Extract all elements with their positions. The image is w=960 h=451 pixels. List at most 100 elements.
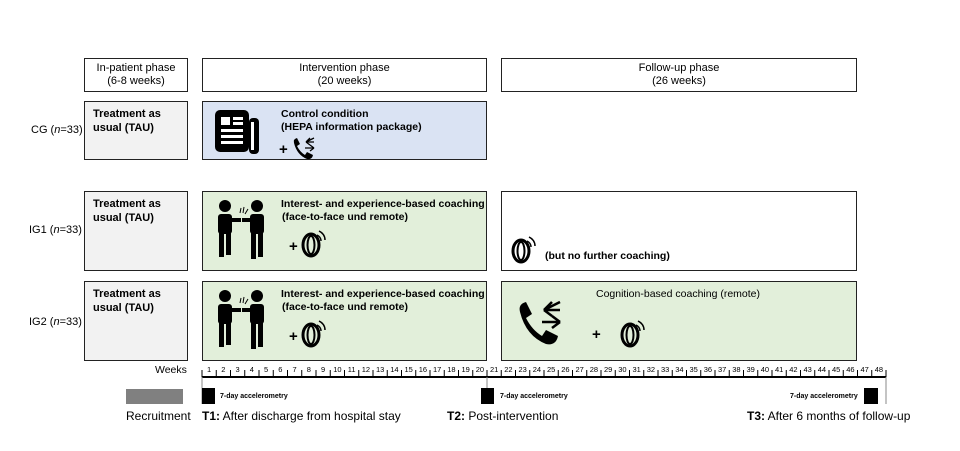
t2-accelerometry-marker [481, 388, 494, 404]
ig2-followup-box: Cognition-based coaching (remote) + [501, 281, 857, 361]
t1-accelerometry-marker [202, 388, 215, 404]
week-label: 23 [518, 365, 527, 374]
week-label: 14 [390, 365, 399, 374]
week-label: 33 [660, 365, 670, 374]
t1-label: T1: After discharge from hospital stay [202, 409, 401, 423]
group-label-cg: CG (n=33) [31, 124, 83, 136]
plus-sign: + [289, 328, 298, 345]
wearable-ring-icon [301, 230, 326, 258]
group-label-ig2: IG2 (n=33) [29, 316, 82, 328]
tau-box-cg: Treatment as usual (TAU) [84, 101, 188, 160]
recruitment-bar [126, 389, 183, 404]
plus-sign: + [592, 326, 601, 343]
week-label: 41 [774, 365, 784, 374]
intervention-subtitle: (HEPA information package) [281, 121, 422, 133]
wearable-ring-icon [511, 236, 536, 264]
intervention-title: Control condition [281, 108, 369, 120]
week-label: 47 [860, 365, 869, 374]
t2-accelerometry-label: 7-day accelerometry [500, 393, 568, 400]
week-label: 8 [306, 365, 311, 374]
followup-text: (but no further coaching) [545, 250, 670, 262]
newspaper-icon [215, 110, 259, 154]
week-label: 46 [846, 365, 855, 374]
week-label: 3 [235, 365, 240, 374]
week-label: 19 [461, 365, 470, 374]
week-label: 22 [504, 365, 513, 374]
wearable-ring-icon [620, 320, 645, 348]
week-label: 28 [589, 365, 599, 374]
week-label: 40 [760, 365, 770, 374]
t3-label: T3: After 6 months of follow-up [747, 409, 911, 423]
week-label: 17 [432, 365, 442, 374]
ig1-followup-box: (but no further coaching) [501, 191, 857, 271]
phase-title: In-patient phase [96, 62, 176, 74]
t1-accelerometry-label: 7-day accelerometry [220, 393, 288, 400]
ig1-intervention-box: Interest- and experience-based coaching … [202, 191, 487, 271]
week-label: 26 [561, 365, 570, 374]
week-label: 31 [632, 365, 641, 374]
tau-box-ig1: Treatment as usual (TAU) [84, 191, 188, 271]
week-label: 39 [746, 365, 755, 374]
phase-duration: (26 weeks) [652, 75, 706, 87]
ig2-intervention-box: Interest- and experience-based coaching … [202, 281, 487, 361]
week-label: 1 [207, 365, 212, 374]
week-label: 13 [375, 365, 385, 374]
intervention-title: Interest- and experience-based coaching [281, 198, 485, 210]
phase-followup: Follow-up phase (26 weeks) [501, 58, 857, 92]
phone-icon [519, 300, 561, 345]
t2-label: T2: Post-intervention [447, 409, 559, 423]
week-label: 21 [489, 365, 499, 374]
intervention-subtitle: (face-to-face und remote) [282, 211, 409, 223]
control-condition-box: Control condition (HEPA information pack… [202, 101, 487, 160]
week-label: 34 [675, 365, 684, 374]
week-label: 42 [789, 365, 798, 374]
week-label: 9 [321, 365, 326, 374]
wearable-ring-icon [301, 320, 326, 348]
group-label-ig1: IG1 (n=33) [29, 224, 82, 236]
week-label: 27 [575, 365, 584, 374]
week-label: 11 [347, 365, 356, 374]
t3-accelerometry-marker [864, 388, 878, 404]
week-label: 30 [618, 365, 627, 374]
weeks-label: Weeks [155, 364, 187, 376]
week-label: 36 [703, 365, 713, 374]
week-label: 20 [475, 365, 485, 374]
week-label: 45 [831, 365, 841, 374]
week-label: 24 [532, 365, 542, 374]
phase-title: Follow-up phase [638, 62, 720, 74]
week-label: 4 [249, 365, 254, 374]
runners-icon [218, 200, 264, 259]
phase-intervention: Intervention phase (20 weeks) [202, 58, 487, 92]
phase-inpatient: In-patient phase (6-8 weeks) [84, 58, 188, 92]
week-label: 32 [646, 365, 656, 374]
plus-sign: + [279, 141, 288, 158]
phase-title: Intervention phase [299, 62, 390, 74]
t3-accelerometry-label: 7-day accelerometry [790, 393, 858, 400]
week-label: 6 [278, 365, 283, 374]
week-label: 44 [817, 365, 827, 374]
phase-duration: (20 weeks) [317, 75, 372, 87]
week-label: 2 [221, 365, 226, 374]
week-label: 29 [603, 365, 613, 374]
plus-sign: + [289, 238, 298, 255]
tau-box-ig2: Treatment as usual (TAU) [84, 281, 188, 361]
week-label: 43 [803, 365, 812, 374]
week-label: 48 [874, 365, 884, 374]
week-label: 25 [546, 365, 556, 374]
intervention-title: Interest- and experience-based coaching [281, 288, 485, 300]
followup-text: Cognition-based coaching (remote) [596, 288, 761, 300]
phone-icon [293, 137, 315, 160]
week-label: 5 [264, 365, 269, 374]
week-label: 15 [404, 365, 413, 374]
recruitment-label: Recruitment [126, 409, 191, 423]
week-label: 18 [447, 365, 456, 374]
intervention-subtitle: (face-to-face und remote) [282, 301, 409, 313]
week-label: 12 [361, 365, 371, 374]
week-label: 35 [689, 365, 698, 374]
week-label: 10 [333, 365, 342, 374]
week-label: 7 [292, 365, 297, 374]
phase-duration: (6-8 weeks) [107, 75, 165, 87]
week-label: 16 [418, 365, 428, 374]
